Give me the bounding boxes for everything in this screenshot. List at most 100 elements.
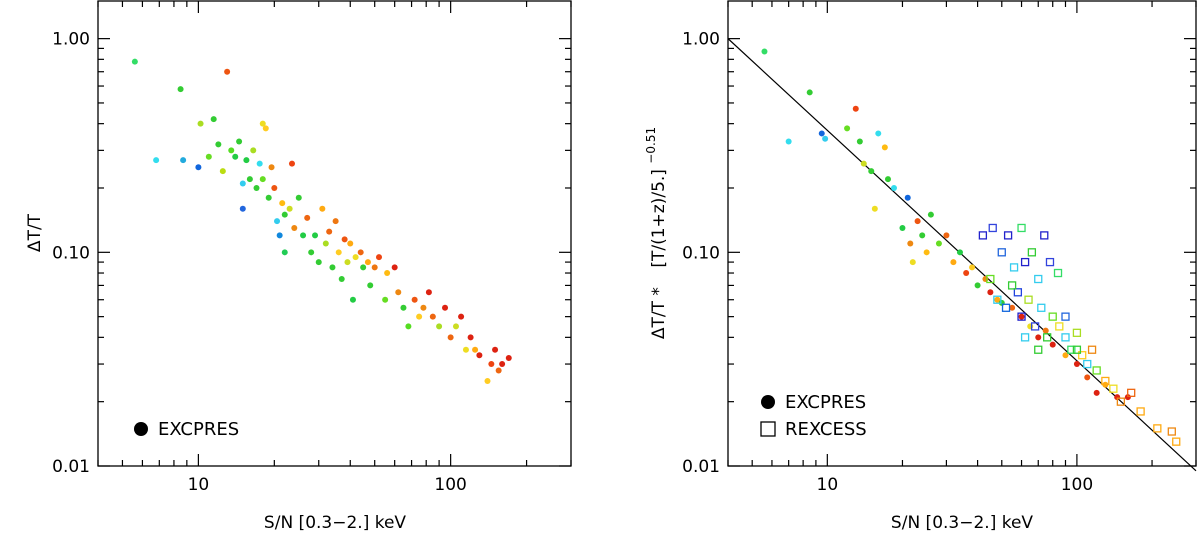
left-excpres-point xyxy=(341,236,348,243)
left-excpres-point xyxy=(177,86,184,93)
right-rexcess-point xyxy=(1172,437,1181,446)
left-excpres-point xyxy=(259,120,266,127)
right-y-tick-label: 0.10 xyxy=(682,243,720,263)
right-rexcess-point xyxy=(1040,231,1049,240)
right-legend-excpres-label: EXCPRES xyxy=(785,392,866,413)
right-y-axis-title-part1: ΔT/T * xyxy=(649,287,669,339)
left-excpres-point xyxy=(253,184,260,191)
right-excpres-point xyxy=(1084,374,1091,381)
left-excpres-point xyxy=(505,355,512,362)
left-excpres-point xyxy=(322,240,329,247)
left-excpres-point xyxy=(420,304,427,311)
right-excpres-point xyxy=(923,249,930,256)
left-excpres-point xyxy=(243,157,250,164)
right-excpres-point xyxy=(881,144,888,151)
left-excpres-point xyxy=(384,270,391,277)
right-excpres-point xyxy=(868,168,875,175)
left-excpres-point xyxy=(250,147,257,154)
right-excpres-point xyxy=(822,135,829,142)
right-rexcess-point xyxy=(1153,424,1162,433)
left-excpres-point xyxy=(295,194,302,201)
right-excpres-point xyxy=(919,232,926,239)
right-y-axis-title-exponent: −0.51 xyxy=(644,127,658,164)
right-rexcess-point xyxy=(1034,345,1043,354)
right-rexcess-point xyxy=(1020,257,1030,267)
right-x-tick-label: 100 xyxy=(1061,475,1093,495)
right-excpres-point xyxy=(914,218,921,225)
left-excpres-point xyxy=(312,232,319,239)
right-rexcess-point xyxy=(1017,312,1026,321)
right-ticks: 10 100 0.01 0.10 1.00 xyxy=(682,1,1197,495)
left-excpres-point xyxy=(315,259,322,266)
left-excpres-point xyxy=(195,164,202,171)
left-excpres-point xyxy=(262,125,269,132)
left-legend-excpres-marker xyxy=(134,422,148,436)
right-rexcess-point xyxy=(1030,322,1040,331)
left-excpres-point xyxy=(395,289,402,296)
left-excpres-point xyxy=(335,249,342,256)
right-excpres-point xyxy=(1042,327,1049,334)
left-excpres-point xyxy=(265,194,272,201)
right-plot-frame xyxy=(727,0,1197,467)
left-excpres-point xyxy=(472,346,479,353)
right-excpres-point xyxy=(761,48,768,55)
right-excpres-point xyxy=(860,160,867,167)
left-excpres-point xyxy=(458,313,465,320)
right-rexcess-point xyxy=(1072,345,1082,354)
left-excpres-point xyxy=(205,153,212,160)
right-rexcess-point xyxy=(997,248,1006,257)
right-rexcess-point xyxy=(1136,407,1145,416)
left-excpres-point xyxy=(367,282,374,289)
left-excpres-point xyxy=(279,200,286,207)
left-excpres-point xyxy=(239,180,246,187)
right-rexcess-point xyxy=(1109,384,1118,393)
left-excpres-point xyxy=(239,205,246,212)
left-excpres-point xyxy=(452,323,459,330)
right-rexcess-point xyxy=(988,223,997,233)
right-excpres-point xyxy=(1124,394,1131,401)
right-rexcess-point xyxy=(1061,312,1070,321)
right-rexcess-point xyxy=(1072,328,1082,337)
left-excpres-point xyxy=(236,138,243,145)
right-y-axis-title: ΔT/T * [T/(1+z)/5.] −0.51 xyxy=(644,127,669,339)
right-excpres-point xyxy=(856,138,863,145)
left-excpres-point xyxy=(131,58,138,65)
left-excpres-point xyxy=(476,352,483,359)
right-excpres-point xyxy=(1049,341,1056,348)
right-excpres-point xyxy=(907,240,914,247)
right-rexcess-point xyxy=(1083,359,1092,369)
right-excpres-point xyxy=(891,184,898,191)
right-excpres-point xyxy=(785,138,792,145)
left-excpres-point xyxy=(499,361,506,368)
right-excpres-point xyxy=(1027,323,1034,330)
left-excpres-point xyxy=(436,323,443,330)
left-legend: EXCPRES xyxy=(134,419,239,440)
left-excpres-point xyxy=(215,141,222,148)
left-excpres-point xyxy=(319,205,326,212)
left-excpres-point xyxy=(281,211,288,218)
right-excpres-point xyxy=(1062,352,1069,359)
right-x-axis-title: S/N [0.3−2.] keV xyxy=(891,513,1034,533)
right-excpres-point xyxy=(935,240,942,247)
right-rexcess-point xyxy=(1078,351,1087,360)
left-excpres-point xyxy=(391,264,398,271)
left-excpres-point xyxy=(304,214,311,221)
right-excpres-point xyxy=(844,125,851,132)
right-excpres-point xyxy=(871,205,878,212)
left-excpres-point xyxy=(400,304,407,311)
left-excpres-point xyxy=(492,346,499,353)
left-excpres-point xyxy=(153,157,160,164)
right-legend-rexcess-label: REXCESS xyxy=(785,419,867,440)
left-excpres-point xyxy=(352,254,359,261)
left-excpres-point xyxy=(371,264,378,271)
right-rexcess-point xyxy=(1024,295,1033,304)
left-excpres-point xyxy=(382,296,389,303)
right-rexcess-point xyxy=(1007,281,1017,290)
right-y-axis-title-part2: [T/(1+z)/5.] xyxy=(649,169,669,268)
left-excpres-point xyxy=(326,228,333,235)
left-excpres-point xyxy=(300,232,307,239)
left-y-tick-label: 0.01 xyxy=(52,457,90,477)
svg-text:ΔT/T * [T/(1+z)/5.]: ΔT/T * [T/(1+z)/5.] −0.51 xyxy=(644,127,669,339)
right-rexcess-point xyxy=(1013,288,1023,297)
